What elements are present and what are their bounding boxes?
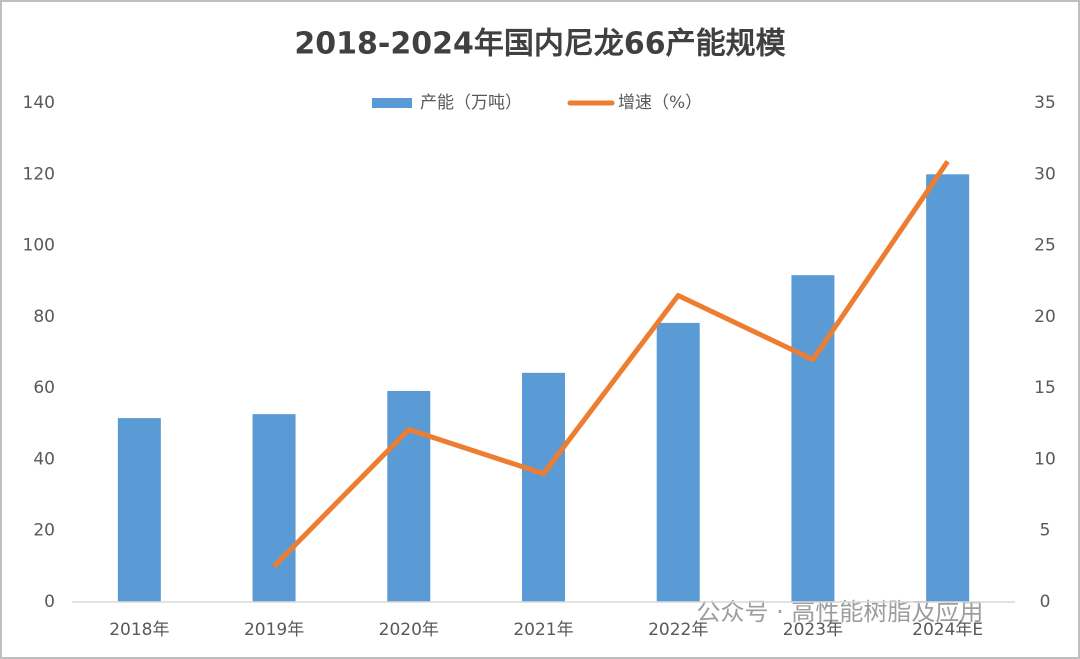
x-tick-label: 2021年 [513, 620, 573, 640]
x-tick-label: 2020年 [379, 620, 439, 640]
line [272, 160, 950, 569]
y-tick-label: 60 [33, 378, 55, 398]
y-tick-label: 100 [23, 236, 55, 256]
y-tick-label: 140 [23, 93, 55, 113]
y-tick-label: 20 [33, 521, 55, 541]
y2-tick-label: 5 [1040, 521, 1051, 541]
x-tick-label: 2022年 [648, 620, 708, 640]
x-tick-label: 2019年 [244, 620, 304, 640]
y-tick-label: 120 [23, 164, 55, 184]
y2-tick-label: 15 [1034, 378, 1056, 398]
bar [117, 418, 161, 602]
legend-label: 产能（万吨） [420, 93, 522, 113]
bar [522, 372, 565, 602]
x-tick-label: 2023年 [783, 620, 843, 640]
y2-tick-label: 20 [1034, 307, 1056, 327]
y2-tick-label: 35 [1034, 93, 1056, 113]
y-tick-label: 80 [33, 307, 55, 327]
bar [252, 414, 296, 602]
y2-tick-label: 25 [1034, 236, 1056, 256]
y-tick-label: 40 [33, 449, 55, 469]
bar [791, 275, 835, 602]
x-tick-label: 2024年E [912, 620, 983, 640]
legend-swatch [372, 98, 412, 108]
y2-tick-label: 30 [1034, 164, 1056, 184]
bar [387, 390, 431, 602]
y2-tick-label: 10 [1034, 449, 1056, 469]
y-tick-label: 0 [44, 592, 55, 612]
y2-tick-label: 0 [1040, 592, 1051, 612]
x-tick-label: 2018年 [109, 620, 169, 640]
legend-label: 增速（%） [618, 93, 702, 113]
bar [656, 322, 700, 602]
chart-title: 2018-2024年国内尼龙66产能规模 [294, 27, 785, 62]
bar [926, 174, 970, 603]
